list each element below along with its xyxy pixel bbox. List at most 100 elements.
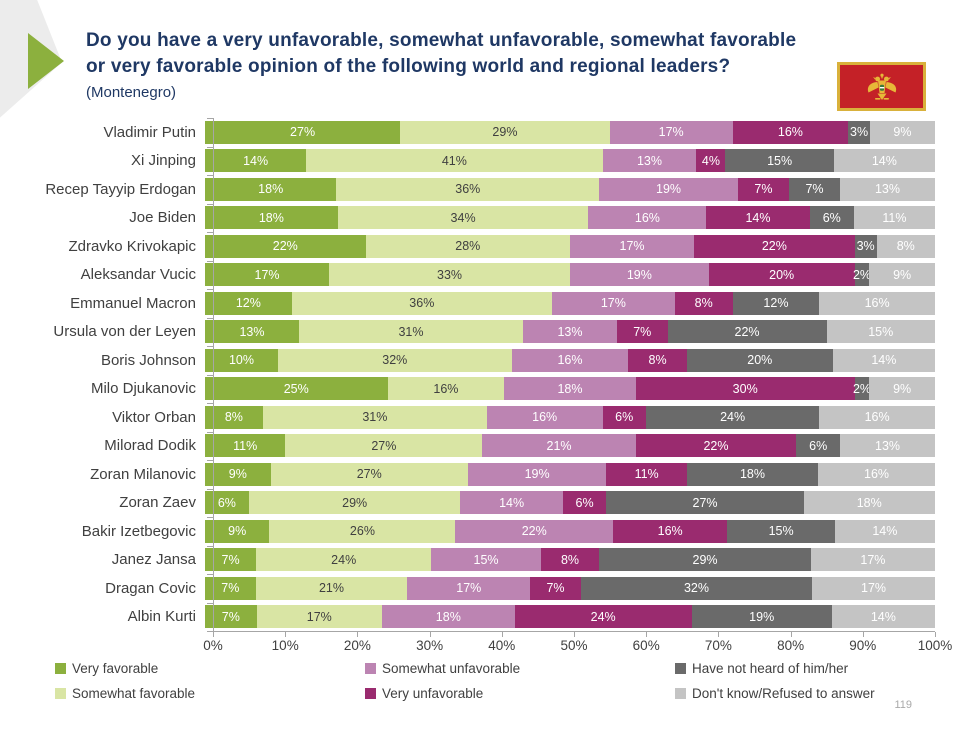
bar-segment-don-t-know-refused-to-answer: 11% [853,206,935,230]
y-axis-tick [207,317,213,319]
chart-row-xi-jinping: Xi Jinping 14% 41% 13% 4% 15% 14% [0,147,935,176]
bar-segment-very-unfavorable: 16% [612,519,728,543]
bar-segment-somewhat-favorable: 28% [365,234,570,258]
category-label: Xi Jinping [130,152,196,170]
bar-segment-very-unfavorable: 4% [696,149,726,173]
bar-segment-have-not-heard-of-him-her: 6% [796,434,841,458]
y-axis-tick [207,175,213,176]
stacked-bar: 22% 28% 17% 22% 3% 8% [205,234,935,258]
bar-segment-very-unfavorable: 22% [694,234,855,258]
bar-segment-very-unfavorable: 8% [674,291,733,315]
stacked-bar: 17% 33% 19% 20% 2% 9% [205,263,935,287]
category-label: Bakir Izetbegovic [81,522,196,540]
bar-segment-somewhat-favorable: 31% [298,320,523,344]
legend-label: Very favorable [72,661,159,676]
bar-segment-don-t-know-refused-to-answer: 15% [826,320,935,344]
bar-segment-very-unfavorable: 7% [530,576,581,600]
bar-segment-very-unfavorable: 24% [514,605,692,629]
x-axis-tick-label: 30% [416,638,444,653]
chart-row-bakir-izetbegovic: Bakir Izetbegovic 9% 26% 22% 16% 15% 14% [0,517,935,546]
bar-segment-very-favorable: 9% [205,519,270,543]
stacked-bar: 6% 29% 14% 6% 27% 18% [205,491,935,515]
bar-segment-have-not-heard-of-him-her: 19% [691,605,832,629]
category-label: Ursula von der Leyen [53,323,196,341]
category-label: Zoran Zaev [119,494,196,512]
bar-segment-very-unfavorable: 7% [616,320,668,344]
x-axis-tick-label: 40% [488,638,516,653]
chart-row-janez-jansa: Janez Jansa 7% 24% 15% 8% 29% 17% [0,546,935,575]
bar-segment-somewhat-favorable: 27% [270,462,468,486]
bar-segment-have-not-heard-of-him-her: 12% [732,291,820,315]
x-axis-tick [429,632,431,637]
bar-segment-don-t-know-refused-to-answer: 17% [812,576,935,600]
stacked-bar: 7% 24% 15% 8% 29% 17% [205,548,935,572]
bar-segment-somewhat-favorable: 21% [255,576,408,600]
category-label: Emmanuel Macron [70,294,196,312]
bar-segment-don-t-know-refused-to-answer: 17% [810,548,935,572]
bar-segment-somewhat-unfavorable: 19% [599,177,738,201]
stacked-bar: 12% 36% 17% 8% 12% 16% [205,291,935,315]
legend-label: Somewhat favorable [72,686,196,701]
legend-label: Somewhat unfavorable [382,661,521,676]
stacked-bar: 27% 29% 17% 16% 3% 9% [205,120,935,144]
x-axis [213,631,936,637]
legend-label: Very unfavorable [382,686,484,701]
bar-segment-somewhat-unfavorable: 16% [588,206,707,230]
legend-item-very-favorable: Very favorable [55,661,365,676]
chart-row-zoran-milanovic: Zoran Milanovic 9% 27% 19% 11% 18% 16% [0,460,935,489]
bar-segment-don-t-know-refused-to-answer: 14% [832,348,935,372]
x-axis-tick [862,632,864,637]
bar-segment-have-not-heard-of-him-her: 22% [667,320,827,344]
chart-row-ursula-von-der-leyen: Ursula von der Leyen 13% 31% 13% 7% 22% 15% [0,318,935,347]
y-axis [207,118,214,632]
x-axis-tick [718,632,720,637]
category-label: Zdravko Krivokapic [68,237,196,255]
x-axis-tick [357,632,359,637]
legend-item-somewhat-favorable: Somewhat favorable [55,686,365,701]
bar-segment-very-favorable: 7% [205,576,256,600]
bar-segment-very-favorable: 18% [205,177,337,201]
bar-segment-very-favorable: 14% [205,149,307,173]
bar-segment-very-unfavorable: 14% [706,206,810,230]
bar-segment-have-not-heard-of-him-her: 24% [645,405,820,429]
stacked-bar: 25% 16% 18% 30% 2% 9% [205,377,935,401]
y-axis-tick [207,289,213,290]
bar-segment-very-unfavorable: 20% [708,263,855,287]
montenegro-flag-icon [837,62,926,111]
legend-swatch-icon [55,663,66,674]
bar-segment-don-t-know-refused-to-answer: 14% [833,149,935,173]
bar-segment-very-favorable: 7% [205,548,257,572]
chart-row-emmanuel-macron: Emmanuel Macron 12% 36% 17% 8% 12% 16% [0,289,935,318]
y-axis-tick [207,146,213,148]
category-label: Recep Tayyip Erdogan [45,180,196,198]
chart-row-boris-johnson: Boris Johnson 10% 32% 16% 8% 20% 14% [0,346,935,375]
category-label: Janez Jansa [111,551,196,569]
bar-segment-somewhat-favorable: 41% [306,149,603,173]
stacked-bar: 14% 41% 13% 4% 15% 14% [205,149,935,173]
bar-segment-somewhat-unfavorable: 13% [523,320,617,344]
bar-segment-very-favorable: 17% [205,263,330,287]
bar-segment-very-unfavorable: 7% [737,177,789,201]
bar-segment-have-not-heard-of-him-her: 15% [725,149,834,173]
bar-segment-have-not-heard-of-him-her: 18% [686,462,819,486]
x-axis-labels: 0% 10% 20% 30% 40% 50% 60% 70% 80% 90% 100% [203,638,952,656]
y-axis-tick [207,631,213,632]
bar-segment-somewhat-unfavorable: 17% [609,120,733,144]
double-headed-eagle-icon [867,73,896,100]
bar-segment-have-not-heard-of-him-her: 3% [854,234,877,258]
category-label: Aleksandar Vucic [80,266,196,284]
bar-segment-somewhat-favorable: 24% [256,548,432,572]
bar-segment-somewhat-favorable: 17% [256,605,382,629]
bar-segment-very-unfavorable: 8% [540,548,600,572]
bar-segment-very-unfavorable: 6% [602,405,646,429]
bar-segment-very-favorable: 6% [205,491,249,515]
stacked-bar-chart: Vladimir Putin 27% 29% 17% 16% 3% 9% Xi Jinping… [0,118,935,631]
category-label: Dragan Covic [105,579,196,597]
legend-swatch-icon [365,663,376,674]
bar-segment-have-not-heard-of-him-her: 32% [580,576,813,600]
bar-segment-have-not-heard-of-him-her: 3% [848,120,870,144]
bar-segment-somewhat-unfavorable: 18% [504,377,636,401]
bar-segment-have-not-heard-of-him-her: 15% [727,519,835,543]
category-label: Vladimir Putin [103,123,196,141]
bar-segment-very-favorable: 13% [205,320,299,344]
